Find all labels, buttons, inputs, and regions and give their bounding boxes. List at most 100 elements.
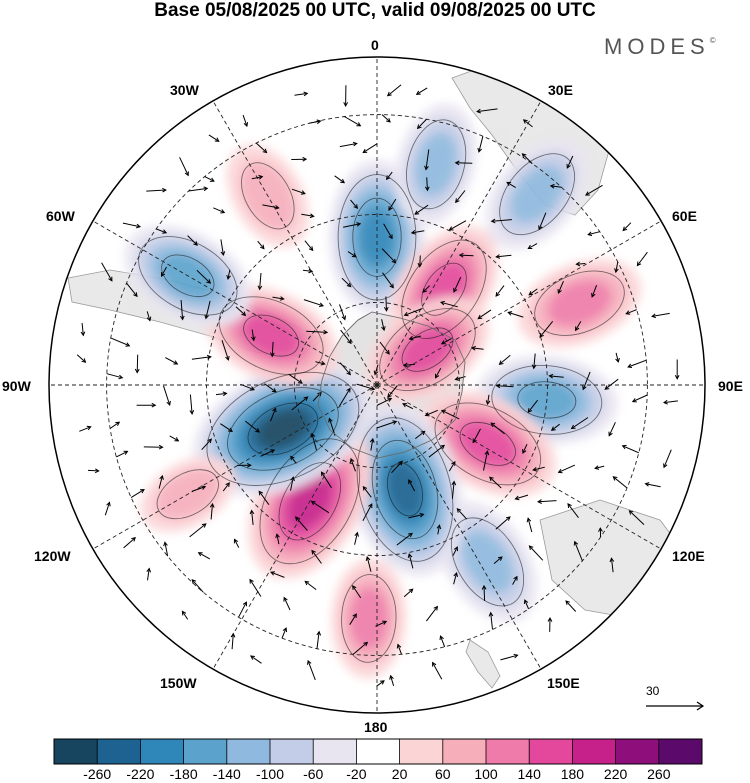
wind-vector-head [203,186,209,192]
wind-vector [227,269,231,279]
wind-vector [591,285,598,298]
wind-vector-head [391,258,397,264]
wind-vector [307,660,316,681]
wind-vector-head [191,579,197,584]
wind-vector [231,633,234,650]
wind-vector-head [548,373,554,379]
wind-vector [122,222,141,228]
wind-vector [147,568,150,581]
wind-vector-head [270,352,275,358]
wind-vector [260,449,275,457]
colorbar-tick-label: -140 [212,766,241,782]
wind-vector-head [369,437,375,443]
meridian-line [376,100,542,386]
wind-vector-head [311,549,316,555]
wind-vector [557,280,564,294]
wind-vector-head [631,398,637,403]
wind-vector-head [454,376,460,381]
wind-vector-head [250,655,255,660]
wind-vector-head [363,641,369,647]
wind-vector [404,308,423,316]
wind-vector [180,300,184,320]
colorbar-tick-label: 220 [603,766,628,782]
wind-vector [483,585,486,601]
wind-vector-head [249,509,255,515]
wind-vector [499,354,511,365]
wind-vector [250,655,262,664]
wind-vector [528,288,538,296]
wind-vector-head [146,316,152,322]
anomaly-contour [206,371,360,486]
wind-vector [123,537,136,549]
wind-vector-head [417,262,423,268]
wind-vector-head [316,630,322,636]
wind-vector [169,435,179,442]
wind-vector [249,579,262,597]
anomaly-contour [534,270,625,336]
wind-vector [440,301,458,308]
wind-vector [376,420,397,429]
wind-vector [136,354,139,373]
wind-vector-head [353,204,359,210]
wind-vector-head [134,368,140,374]
anomaly-contour [379,308,476,392]
wind-vector-head [118,374,124,380]
wind-vector-head [537,499,542,504]
wind-vector [290,455,297,464]
wind-vector-head [506,181,512,187]
anomaly-contour [227,387,339,471]
colorbar-swatch [97,739,141,764]
wind-vector [339,388,351,407]
colorbar-swatch [572,739,616,764]
anomaly-shade [242,314,300,357]
wind-vector-head [385,349,390,355]
wind-vector [396,533,413,546]
wind-vector-head [622,226,628,232]
wind-vector-head [328,417,333,423]
wind-vector [251,510,254,525]
wind-vector-head [356,222,362,227]
wind-vector-head [490,218,496,224]
wind-vector-head [146,567,152,573]
wind-vector-head [279,296,285,301]
wind-vector [342,223,361,228]
wind-vector [179,157,189,176]
wind-vector [189,394,193,414]
lon-label-0: 0 [371,37,379,53]
wind-vector-head [505,516,511,521]
wind-vector [220,423,233,432]
wind-vector [490,612,493,630]
wind-vector [414,431,426,439]
wind-vector [163,385,171,406]
wind-vector-head [206,354,212,360]
wind-vector [376,680,385,687]
wind-vector [304,580,317,591]
wind-vector [251,329,255,341]
wind-vector-head [270,449,276,454]
colorbar-swatch [313,739,357,764]
wind-vector [506,181,516,189]
wind-vector-head [204,314,209,320]
wind-vector [441,409,460,420]
wind-vector [350,458,356,472]
wind-vector-head [557,468,563,474]
lon-label-30w: 30W [170,82,199,98]
colorbar-frame [53,738,703,765]
wind-vector-head [383,306,389,312]
wind-vector [283,597,291,611]
wind-vector-head [477,147,482,153]
wind-vector [341,277,352,287]
wind-vector-head [309,213,315,219]
wind-vector [376,397,392,406]
wind-vector-head [507,311,513,316]
wind-vector-head [341,315,347,321]
wind-vector [645,483,661,488]
wind-vector [419,255,421,267]
wind-vector-head [408,335,414,341]
wind-vector-head [201,485,207,490]
wind-vector-head [362,148,368,154]
wind-vector-head [386,91,392,97]
wind-vector-head [495,254,501,259]
colorbar-tick-label: -60 [303,766,324,782]
wind-vector-head [573,540,579,546]
